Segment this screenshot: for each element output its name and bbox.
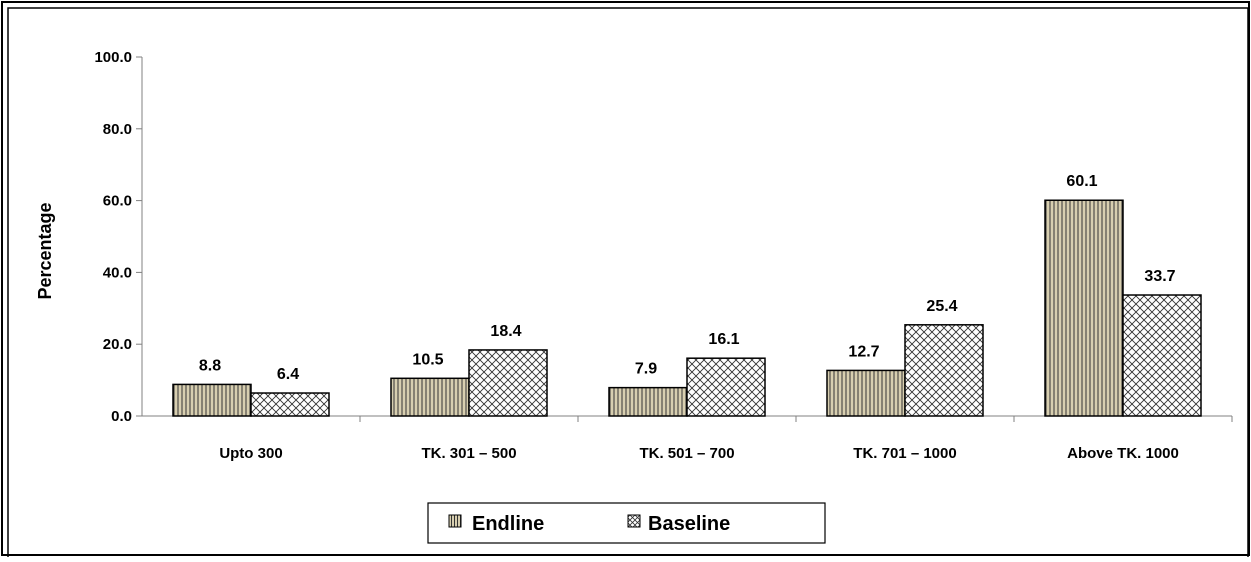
- x-tick-label: TK. 301 – 500: [421, 445, 516, 462]
- bars-group: [172, 199, 1202, 417]
- y-tick-label: 80.0: [103, 121, 132, 138]
- bar-endline: [1044, 199, 1124, 417]
- bar-endline: [826, 369, 906, 417]
- legend-swatch-endline: [448, 514, 462, 528]
- axes: 0.0 20.0 40.0 60.0 80.0 100.0 Upto 300 TK. 301 …: [94, 49, 1233, 462]
- chart-frame-inner: [7, 7, 1249, 562]
- legend: Endline Baseline: [427, 502, 826, 544]
- bar-endline: [390, 377, 470, 417]
- data-label-endline: 8.8: [199, 357, 221, 374]
- bar-baseline: [1122, 294, 1202, 417]
- data-label-endline: 7.9: [635, 361, 657, 378]
- x-tick-label: Upto 300: [219, 445, 282, 462]
- legend-label-endline: Endline: [472, 513, 544, 535]
- data-labels-group: 8.8 6.4 10.5 18.4 7.9 16.1 12.7 25.4 60.1 33.7: [199, 173, 1176, 383]
- y-tick-label: 0.0: [111, 408, 132, 425]
- x-tick-label: TK. 701 – 1000: [853, 445, 956, 462]
- legend-label-baseline: Baseline: [648, 513, 730, 535]
- legend-swatch-baseline: [627, 514, 641, 528]
- y-tick-label: 100.0: [94, 49, 132, 66]
- bar-endline: [172, 383, 252, 417]
- data-label-endline: 12.7: [848, 343, 879, 360]
- y-axis-title: Percentage: [35, 202, 55, 299]
- legend-box: [427, 502, 826, 544]
- bar-baseline: [686, 357, 766, 417]
- bar-baseline: [468, 349, 548, 417]
- data-label-baseline: 16.1: [708, 331, 739, 348]
- data-label-endline: 60.1: [1066, 173, 1097, 190]
- x-tick-label: TK. 501 – 700: [639, 445, 734, 462]
- bar-baseline: [904, 324, 984, 417]
- y-tick-label: 60.0: [103, 193, 132, 210]
- x-tick-label: Above TK. 1000: [1067, 445, 1179, 462]
- bar-baseline: [250, 392, 330, 417]
- data-label-baseline: 6.4: [277, 366, 299, 383]
- bar-endline: [608, 386, 688, 417]
- data-label-baseline: 25.4: [926, 298, 957, 315]
- data-label-endline: 10.5: [412, 351, 443, 368]
- data-label-baseline: 33.7: [1144, 268, 1175, 285]
- data-label-baseline: 18.4: [490, 323, 521, 340]
- y-tick-label: 20.0: [103, 336, 132, 353]
- y-tick-label: 40.0: [103, 264, 132, 281]
